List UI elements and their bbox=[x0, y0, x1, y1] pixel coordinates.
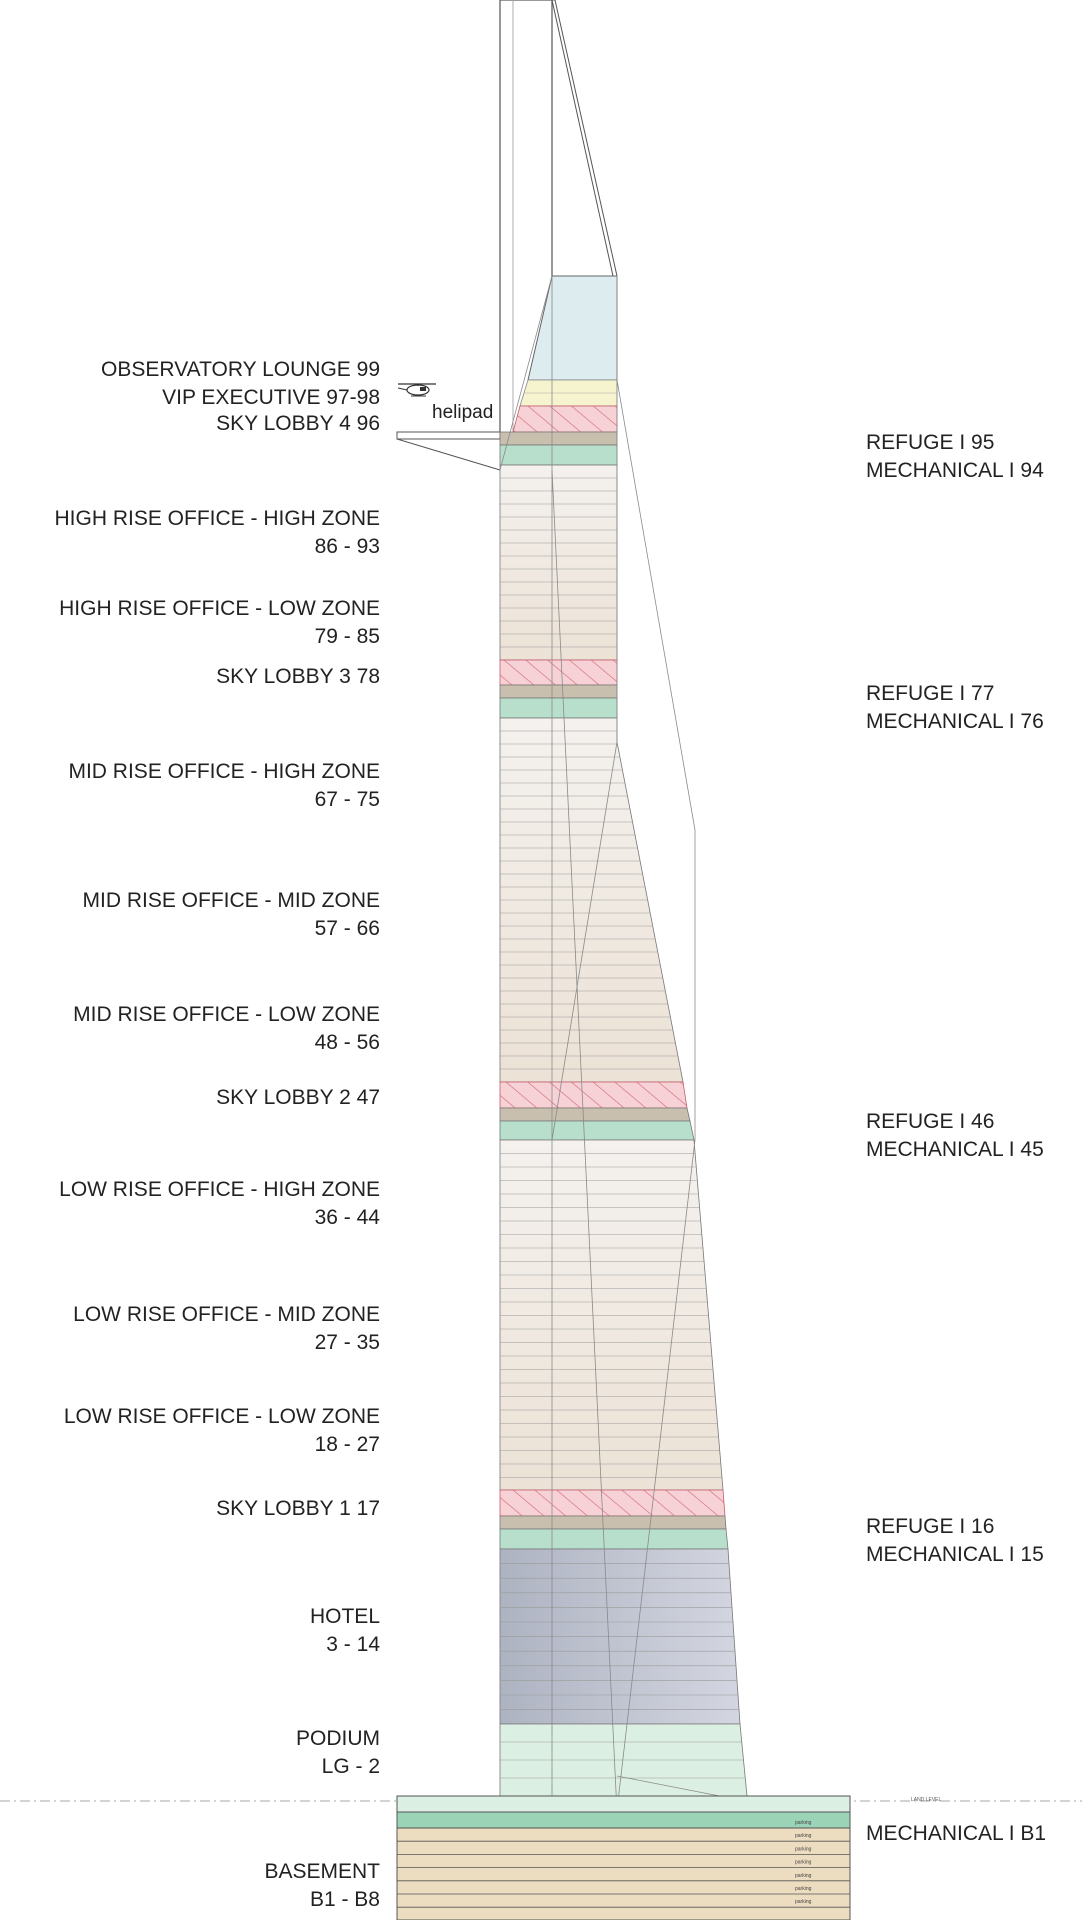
label-low-rise-mid-zone: LOW RISE OFFICE - MID ZONE 27 - 35 bbox=[73, 1303, 380, 1354]
label-sky-lobby-2: SKY LOBBY 2 47 bbox=[216, 1086, 380, 1109]
label-observatory-lounge: OBSERVATORY LOUNGE 99 bbox=[101, 358, 380, 381]
label-refuge-16: REFUGE I 16 MECHANICAL I 15 bbox=[866, 1515, 1044, 1566]
helicopter-icon bbox=[397, 383, 436, 397]
high-rise-office-volume bbox=[499, 464, 618, 661]
label-refuge-77: REFUGE I 77 MECHANICAL I 76 bbox=[866, 682, 1044, 733]
label-vip-executive: VIP EXECUTIVE 97-98 bbox=[162, 386, 380, 409]
label-mid-rise-high-zone: MID RISE OFFICE - HIGH ZONE 67 - 75 bbox=[68, 760, 380, 811]
label-mid-rise-low-zone: MID RISE OFFICE - LOW ZONE 48 - 56 bbox=[73, 1003, 380, 1054]
label-low-rise-high-zone: LOW RISE OFFICE - HIGH ZONE 36 - 44 bbox=[59, 1178, 380, 1229]
helipad-label: helipad bbox=[432, 402, 494, 423]
label-high-rise-low-zone: HIGH RISE OFFICE - LOW ZONE 79 - 85 bbox=[59, 597, 380, 648]
label-sky-lobby-4: SKY LOBBY 4 96 bbox=[216, 412, 380, 435]
base-structure bbox=[396, 1795, 851, 1920]
basement-volume bbox=[396, 1827, 851, 1920]
sky-lobby-1-band bbox=[499, 1489, 726, 1517]
label-refuge-95: REFUGE I 95 MECHANICAL I 94 bbox=[866, 431, 1044, 482]
basement-floor-lines bbox=[397, 1840, 850, 1908]
label-mechanical-b1: MECHANICAL I B1 bbox=[866, 1822, 1047, 1845]
label-basement: BASEMENT B1 - B8 bbox=[264, 1860, 380, 1911]
tower-tapered-shaft bbox=[499, 717, 748, 1797]
parking-label: parking bbox=[795, 1860, 812, 1866]
label-hotel: HOTEL 3 - 14 bbox=[309, 1605, 380, 1656]
label-high-rise-high-zone: HIGH RISE OFFICE - HIGH ZONE 86 - 93 bbox=[54, 507, 380, 558]
parking-label: parking bbox=[795, 1846, 812, 1852]
label-low-rise-low-zone: LOW RISE OFFICE - LOW ZONE 18 - 27 bbox=[63, 1405, 380, 1456]
parking-label: parking bbox=[795, 1873, 812, 1879]
parking-label: parking bbox=[795, 1886, 812, 1892]
mechanical-b1-band bbox=[396, 1811, 851, 1829]
land-level-label: LAND LEVEL bbox=[911, 1797, 942, 1803]
label-podium: PODIUM LG - 2 bbox=[296, 1727, 380, 1778]
structural-lines bbox=[499, 275, 741, 1813]
label-sky-lobby-1: SKY LOBBY 1 17 bbox=[216, 1497, 380, 1520]
parking-label: parking bbox=[795, 1820, 812, 1826]
low-rise-office-volume bbox=[499, 1139, 724, 1491]
sky-lobby-3-band bbox=[499, 659, 618, 686]
label-refuge-46: REFUGE I 46 MECHANICAL I 45 bbox=[866, 1110, 1044, 1161]
tower-upper-shaft bbox=[499, 431, 618, 719]
parking-label: parking bbox=[795, 1899, 812, 1905]
label-sky-lobby-3: SKY LOBBY 3 78 bbox=[216, 665, 380, 688]
label-mid-rise-mid-zone: MID RISE OFFICE - MID ZONE 57 - 66 bbox=[82, 889, 381, 940]
parking-labels: parking parking parking parking parking parki… bbox=[795, 1820, 812, 1905]
floor-lines bbox=[500, 477, 746, 1779]
spire-brace bbox=[551, 0, 618, 277]
sky-lobby-2-band bbox=[499, 1081, 688, 1109]
parking-label: parking bbox=[795, 1833, 812, 1839]
helipad bbox=[396, 383, 501, 471]
sky-lobby-4-band bbox=[512, 405, 618, 433]
